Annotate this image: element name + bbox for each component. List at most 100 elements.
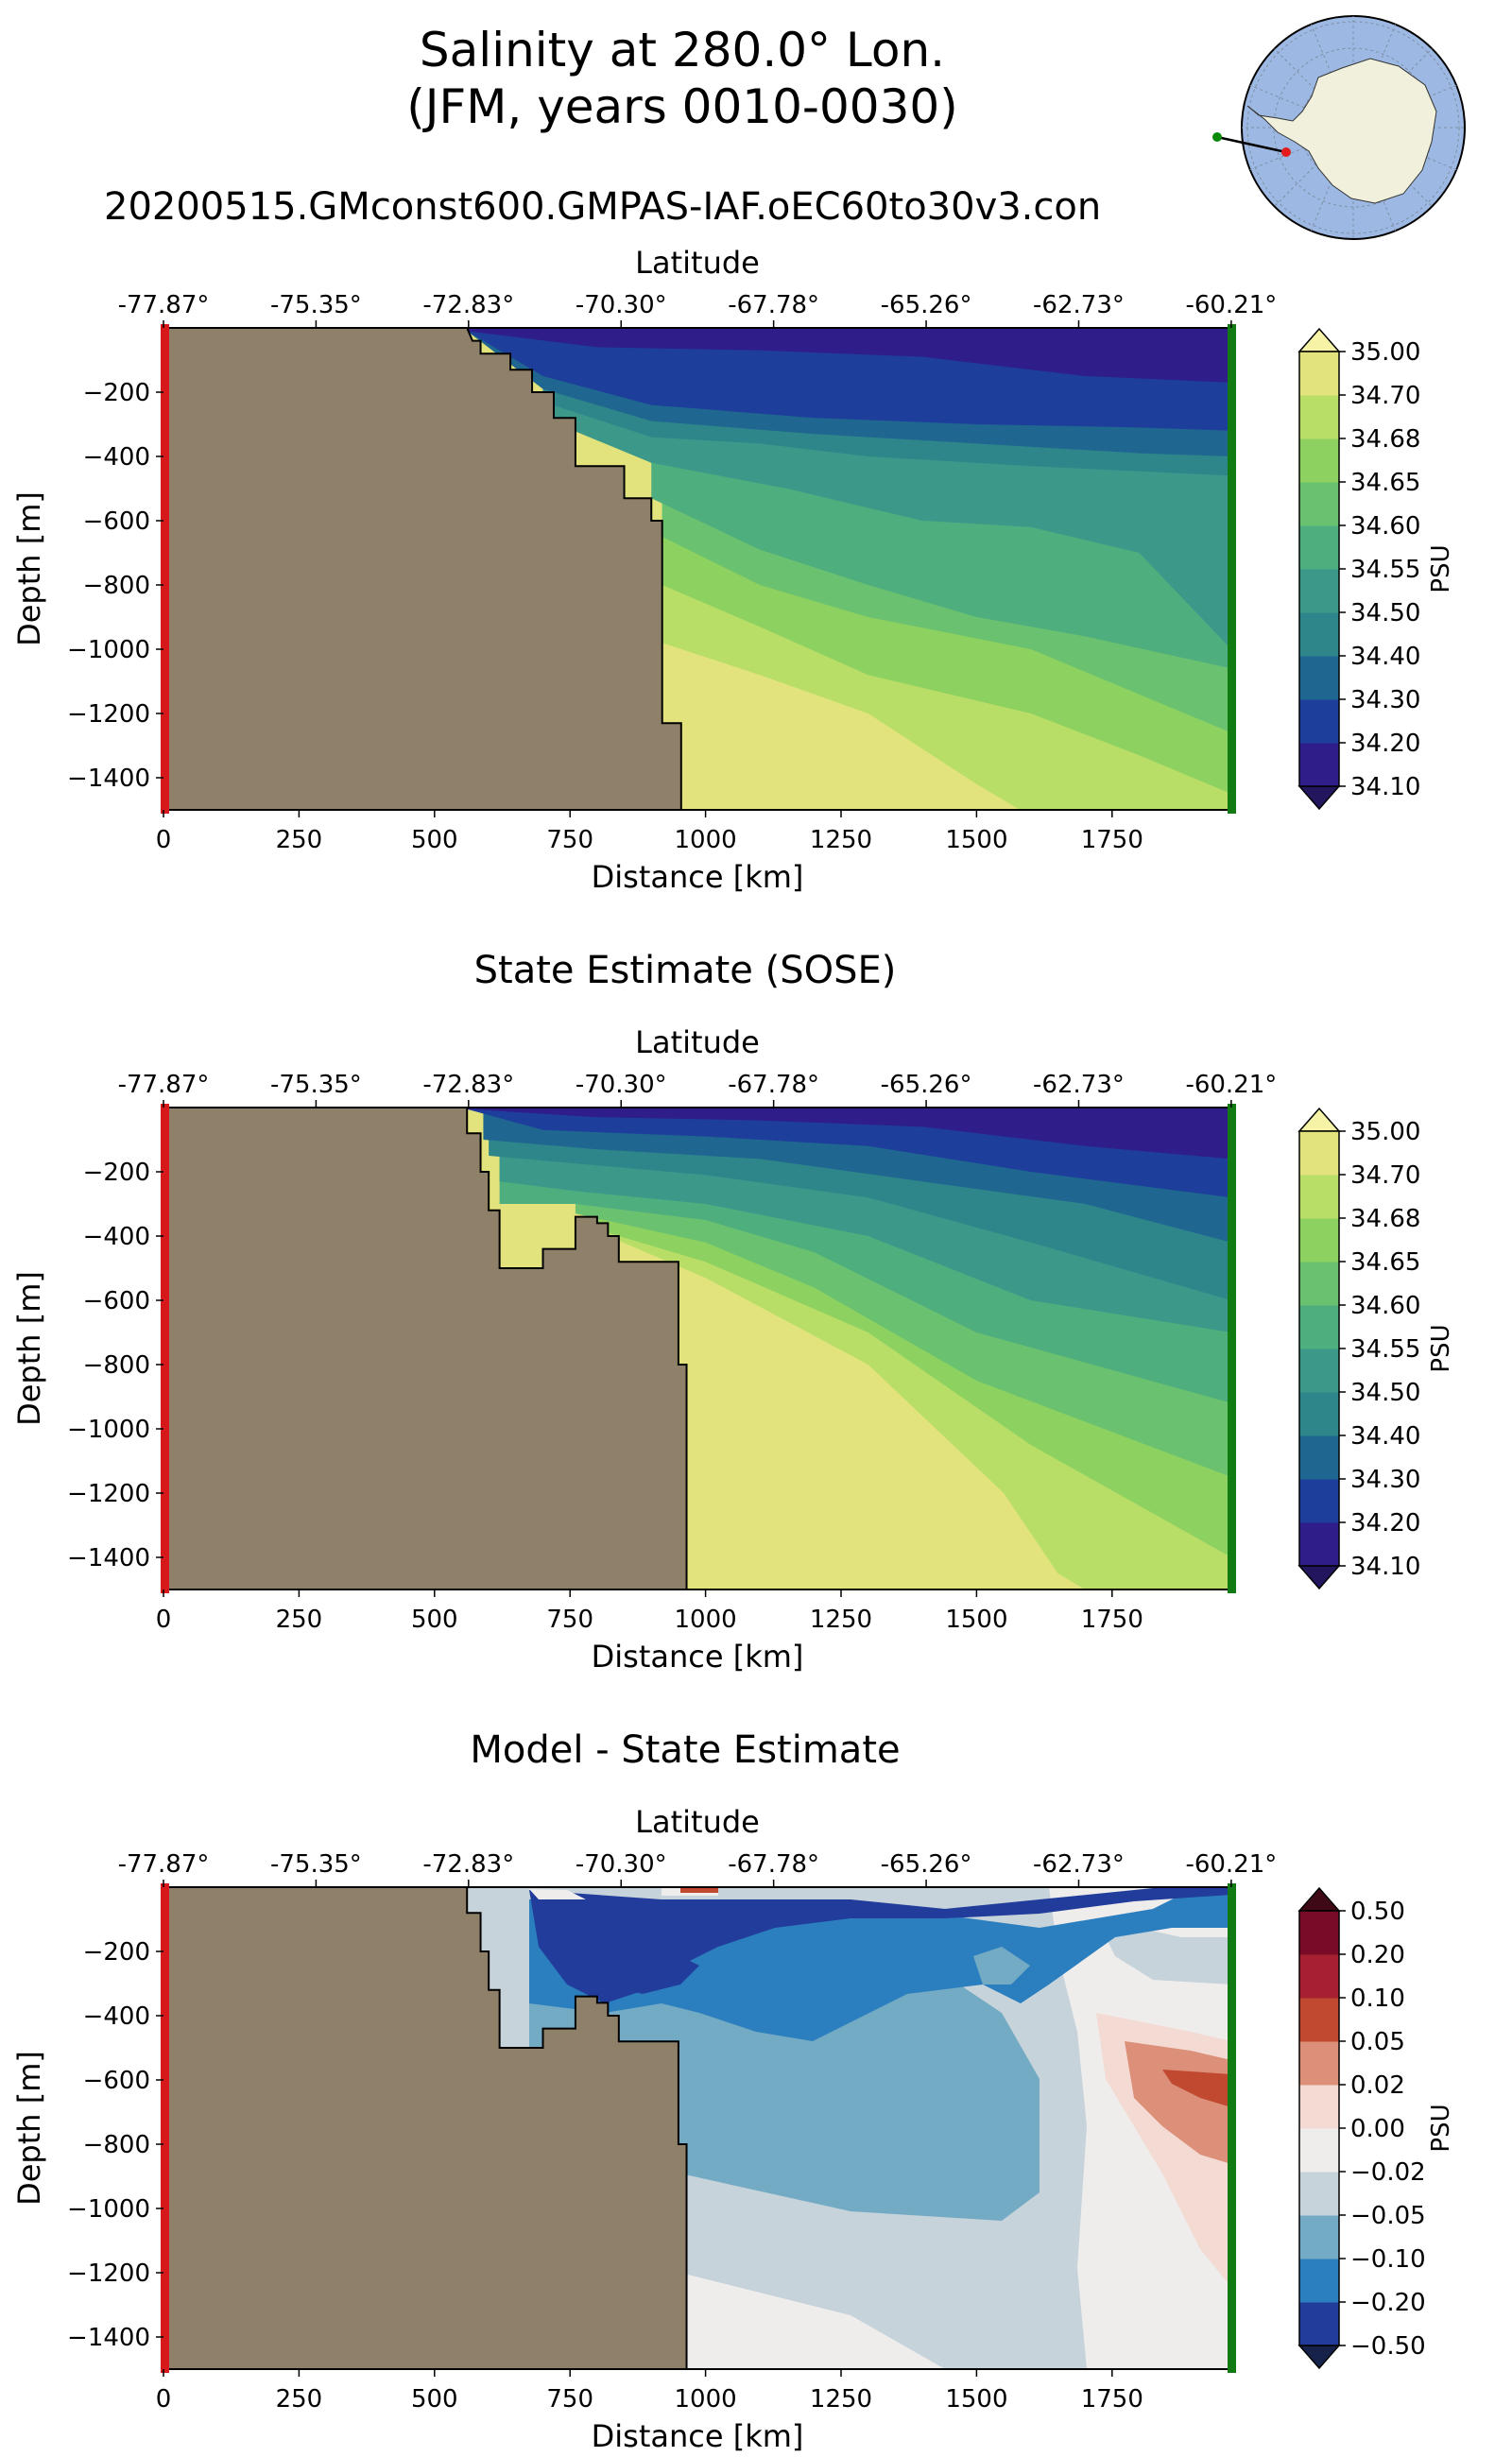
sose-colorbar-tick-label: 34.40 [1350, 1422, 1420, 1451]
model-colorbar-swatch [1299, 569, 1339, 613]
sose-colorbar-tick-label: 34.65 [1350, 1248, 1420, 1277]
model-y-tick-label: −800 [83, 572, 150, 600]
sose-x-tick-label: 1250 [810, 1606, 872, 1634]
diff-y-tick-label: −400 [83, 2002, 150, 2031]
sose-y-axis-label: Depth [m] [11, 1271, 47, 1426]
model-x-tick-label: 1000 [675, 826, 737, 854]
diff-colorbar-swatch [1299, 2215, 1339, 2259]
model-y-tick-label: −200 [83, 379, 150, 407]
sose-colorbar-tick-label: 34.30 [1350, 1466, 1420, 1494]
diff-colorbar-swatch [1299, 2041, 1339, 2086]
sose-band-0 [467, 1108, 1231, 1160]
model-axes: 0 250 500 750 1000 1250 1500 1750 −200 −400 −600 −8… [11, 245, 1277, 895]
sose-colorbar-under-tip [1297, 1565, 1341, 1590]
model-colorbar-label: PSU [1427, 544, 1455, 593]
run-name: 20200515.GMconst600.GMPAS-IAF.oEC60to30v… [104, 185, 1101, 229]
difference-bathymetry [163, 1886, 688, 2370]
sose-bathymetry [163, 1107, 688, 1590]
model-colorbar-tick-label: 34.55 [1350, 556, 1420, 584]
sose-lat-tick-label: -62.73° [1033, 1071, 1125, 1099]
diff-y-tick-label: −200 [83, 1938, 150, 1967]
model-end-marker-line [1228, 324, 1236, 814]
model-y-tick-label: −1000 [67, 636, 150, 664]
diff-colorbar-under-tip [1297, 2345, 1341, 2370]
diff-y-tick-label: −600 [83, 2067, 150, 2095]
sose-colorbar-tick-label: 34.50 [1350, 1379, 1420, 1407]
sose-colorbar-tick-label: 34.20 [1350, 1509, 1420, 1538]
model-colorbar-swatch [1299, 482, 1339, 526]
model-y-tick-label: −400 [83, 443, 150, 472]
diff-lat-tick-label: -75.35° [270, 1850, 362, 1879]
model-lat-tick-label: -62.73° [1033, 291, 1125, 319]
diff-y-tick-label: −800 [83, 2131, 150, 2159]
sose-colorbar-swatch [1299, 1262, 1339, 1306]
diff-x-tick-label: 1750 [1081, 2385, 1143, 2414]
model-y-tick-label: −1400 [67, 765, 150, 793]
model-colorbar-swatch [1299, 352, 1339, 396]
sose-end-marker-line [1228, 1104, 1236, 1593]
model-lat-tick-label: -67.78° [728, 291, 819, 319]
sose-colorbar-label: PSU [1427, 1324, 1455, 1372]
diff-lat-tick-label: -67.78° [728, 1850, 819, 1879]
figure-title-line2: (JFM, years 0010-0030) [406, 79, 957, 134]
model-colorbar-tick-label: 34.50 [1350, 599, 1420, 627]
model-start-marker-line [161, 324, 169, 814]
difference-panel: Model - State Estimate [11, 1728, 1455, 2454]
model-lat-tick-label: -65.26° [881, 291, 972, 319]
sose-colorbar-swatch [1299, 1435, 1339, 1480]
sose-lat-tick-label: -72.83° [422, 1071, 514, 1099]
sose-x-tick-label: 0 [156, 1606, 172, 1634]
difference-axes: 0 250 500 750 1000 1250 1500 1750 −200 −400 −600 −8… [11, 1804, 1277, 2454]
sose-y-tick-label: −400 [83, 1223, 150, 1251]
model-x-tick-label: 0 [156, 826, 172, 854]
model-lat-tick-label: -70.30° [576, 291, 667, 319]
sose-colorbar-swatch [1299, 1392, 1339, 1436]
model-colorbar-swatch [1299, 656, 1339, 700]
inset-transect-start-marker [1281, 147, 1291, 157]
diff-x-tick-label: 1000 [675, 2385, 737, 2414]
diff-start-marker-line [161, 1883, 169, 2373]
diff-colorbar-swatch [1299, 2172, 1339, 2216]
diff-lat-tick-label: -60.21° [1185, 1850, 1277, 1879]
sose-colorbar-swatch [1299, 1175, 1339, 1219]
diff-level-neg050 [586, 1937, 699, 1994]
model-colorbar-tick-label: 35.00 [1350, 338, 1420, 367]
difference-colorbar: −0.50 −0.20 −0.10 −0.05 −0.02 0.00 0.02 0.05 0.1… [1297, 1886, 1455, 2370]
diff-x-tick-label: 0 [156, 2385, 172, 2414]
diff-lat-tick-label: -72.83° [422, 1850, 514, 1879]
sose-lat-tick-label: -67.78° [728, 1071, 819, 1099]
model-colorbar-tick-label: 34.68 [1350, 425, 1420, 454]
diff-colorbar-tick-label: −0.10 [1350, 2245, 1426, 2274]
sose-x-tick-label: 750 [546, 1606, 593, 1634]
sose-y-tick-label: −1400 [67, 1544, 150, 1572]
model-colorbar: 34.10 34.20 34.30 34.40 34.50 34.55 34.60 34.65… [1297, 327, 1455, 811]
diff-colorbar-tick-label: 0.50 [1350, 1898, 1405, 1926]
sose-x-tick-label: 500 [411, 1606, 458, 1634]
diff-y-tick-label: −1200 [67, 2259, 150, 2288]
sose-axes: 0 250 500 750 1000 1250 1500 1750 −200 −400 −600 −8… [11, 1024, 1277, 1675]
sose-colorbar-over-tip [1297, 1107, 1341, 1132]
model-lat-tick-label: -60.21° [1185, 291, 1277, 319]
sose-colorbar-tick-label: 34.55 [1350, 1335, 1420, 1364]
diff-x-tick-label: 1250 [810, 2385, 872, 2414]
sose-colorbar: 34.10 34.20 34.30 34.40 34.50 34.55 34.60 34.65… [1297, 1107, 1455, 1590]
model-bathymetry [163, 327, 682, 811]
sose-y-tick-label: −800 [83, 1351, 150, 1380]
model-colorbar-tick-label: 34.30 [1350, 686, 1420, 714]
model-colorbar-over-tip [1297, 327, 1341, 352]
sose-y-tick-label: −600 [83, 1287, 150, 1315]
sose-x-tick-label: 250 [276, 1606, 323, 1634]
diff-end-marker-line [1228, 1883, 1236, 2373]
model-colorbar-tick-label: 34.60 [1350, 512, 1420, 541]
figure-title-line1: Salinity at 280.0° Lon. [420, 23, 945, 77]
diff-latitude-axis-label: Latitude [635, 1804, 760, 1840]
diff-y-tick-label: −1400 [67, 2324, 150, 2352]
diff-x-tick-label: 1500 [945, 2385, 1007, 2414]
diff-level-zero [662, 2268, 945, 2369]
diff-colorbar-swatch [1299, 2085, 1339, 2129]
sose-lat-tick-label: -60.21° [1185, 1071, 1277, 1099]
diff-level-pos005 [1125, 2041, 1231, 2164]
model-x-tick-label: 500 [411, 826, 458, 854]
diff-y-axis-label: Depth [m] [11, 2051, 47, 2206]
